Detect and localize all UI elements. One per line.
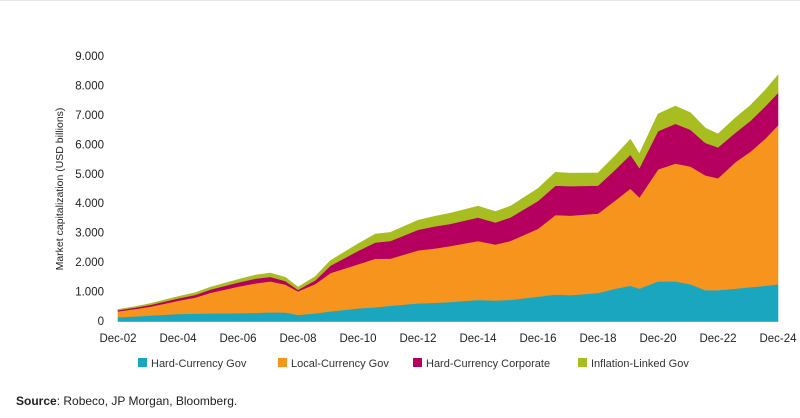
source-note: Source: Robeco, JP Morgan, Bloomberg. bbox=[16, 394, 237, 408]
y-axis-label: Market capitalization (USD billions) bbox=[54, 108, 66, 271]
y-tick-label: 5.000 bbox=[75, 169, 104, 181]
source-label: Source bbox=[16, 394, 57, 408]
y-tick-labels: 0 1.000 2.000 3.000 4.000 5.000 6.000 7.000 8.00… bbox=[75, 51, 104, 328]
legend-label-hard-currency-gov: Hard-Currency Gov bbox=[151, 358, 247, 370]
y-tick-label: 7.000 bbox=[75, 110, 104, 122]
x-tick-label: Dec-06 bbox=[219, 333, 256, 345]
y-tick-label: 0 bbox=[98, 316, 104, 328]
x-tick-labels: Dec-02 Dec-04 Dec-06 Dec-08 Dec-10 Dec-12 Dec-… bbox=[99, 333, 797, 345]
x-tick-label: Dec-24 bbox=[759, 333, 797, 345]
x-tick-label: Dec-12 bbox=[399, 333, 436, 345]
legend-swatch-hard-currency-corporate bbox=[413, 358, 422, 367]
legend: Hard-Currency Gov Local-Currency Gov Hard-… bbox=[138, 358, 689, 370]
x-tick-label: Dec-02 bbox=[99, 333, 136, 345]
legend-label-hard-currency-corporate: Hard-Currency Corporate bbox=[426, 358, 550, 370]
legend-swatch-hard-currency-gov bbox=[138, 358, 147, 367]
x-tick-label: Dec-18 bbox=[579, 333, 616, 345]
y-tick-label: 3.000 bbox=[75, 228, 104, 240]
y-tick-label: 4.000 bbox=[75, 198, 104, 210]
source-text: : Robeco, JP Morgan, Bloomberg. bbox=[56, 394, 238, 408]
x-tick-label: Dec-08 bbox=[279, 333, 316, 345]
x-tick-label: Dec-04 bbox=[159, 333, 197, 345]
area-inflation-linked-gov bbox=[117, 74, 779, 311]
x-tick-label: Dec-16 bbox=[519, 333, 556, 345]
y-tick-label: 8.000 bbox=[75, 80, 104, 92]
x-tick-label: Dec-20 bbox=[639, 333, 676, 345]
y-tick-label: 1.000 bbox=[75, 287, 104, 299]
x-tick-label: Dec-10 bbox=[339, 333, 376, 345]
x-tick-label: Dec-14 bbox=[459, 333, 497, 345]
y-tick-label: 9.000 bbox=[75, 51, 104, 63]
stacked-area-chart: 0 1.000 2.000 3.000 4.000 5.000 6.000 7.000 8.00… bbox=[54, 51, 797, 370]
y-tick-label: 6.000 bbox=[75, 139, 104, 151]
legend-swatch-inflation-linked-gov bbox=[578, 358, 587, 367]
area-series-group bbox=[117, 74, 779, 322]
y-tick-label: 2.000 bbox=[75, 257, 104, 269]
legend-label-inflation-linked-gov: Inflation-Linked Gov bbox=[591, 358, 689, 370]
legend-swatch-local-currency-gov bbox=[278, 358, 287, 367]
legend-label-local-currency-gov: Local-Currency Gov bbox=[291, 358, 389, 370]
x-tick-label: Dec-22 bbox=[699, 333, 736, 345]
